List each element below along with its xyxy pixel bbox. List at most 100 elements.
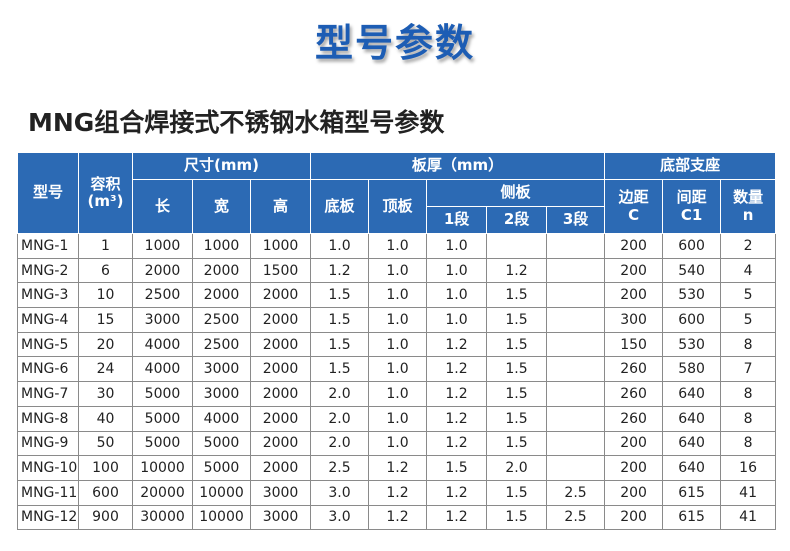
table-cell	[546, 430, 606, 457]
table-cell	[546, 356, 606, 383]
table-cell: 530	[662, 331, 722, 358]
table-cell: 1.2	[310, 257, 370, 284]
table-cell: 8	[720, 331, 777, 358]
table-cell: 1.5	[486, 430, 548, 457]
table-cell: 260	[604, 405, 664, 432]
table-cell: 1.5	[486, 405, 548, 432]
table-cell: 2.5	[546, 479, 606, 506]
table-cell: 615	[662, 479, 722, 506]
table-cell: 640	[662, 430, 722, 457]
table-cell	[546, 282, 606, 309]
table-row: MNG-5 20 4000 2500 2000 1.5 1.0 1.2 1.5 150 530 8	[17, 331, 777, 358]
table-cell: 4000	[132, 331, 193, 358]
table-cell: 1.0	[426, 257, 488, 284]
table-cell: 40	[78, 405, 133, 432]
table-cell: MNG-1	[17, 233, 79, 259]
table-cell: 2	[720, 233, 777, 259]
table-cell: 1.5	[310, 331, 370, 358]
table-cell	[546, 381, 606, 407]
header-cell: 侧板	[426, 179, 606, 207]
table-cell: 5000	[132, 405, 193, 432]
table-cell: 1.0	[368, 356, 428, 383]
table-cell: 3000	[249, 479, 312, 506]
table-cell: 2500	[192, 331, 251, 358]
table-cell: 1.5	[310, 307, 370, 333]
table-cell: 8	[720, 430, 777, 457]
table-cell: 10	[78, 282, 133, 309]
table-cell: 6	[78, 257, 133, 284]
table-cell: MNG-8	[17, 405, 79, 432]
table-cell: 2.0	[486, 455, 548, 481]
table-cell: 4000	[192, 405, 251, 432]
table-cell: 1.2	[426, 479, 488, 506]
table-cell: 2000	[249, 405, 312, 432]
table-row: MNG-6 24 4000 3000 2000 1.5 1.0 1.2 1.5 260 580 7	[17, 356, 777, 383]
table-cell: 1000	[249, 233, 312, 259]
spec-table: 型号 容积 (m³) 尺寸(mm) 板厚（mm） 底部支座 长 宽 高 底板 顶…	[17, 152, 777, 531]
table-cell: 1.0	[426, 282, 488, 309]
header-cell: 型号	[17, 152, 79, 234]
header-cell: 2段	[486, 206, 548, 234]
table-cell: 10000	[192, 504, 251, 531]
page-title: 型号参数	[314, 21, 475, 65]
table-cell: 200	[604, 233, 664, 259]
table-cell	[546, 405, 606, 432]
table-cell: 1.0	[368, 331, 428, 358]
table-cell	[546, 307, 606, 333]
table-cell	[546, 455, 606, 481]
table-cell: 1.2	[486, 257, 548, 284]
table-cell: 200	[604, 430, 664, 457]
table-cell: 3000	[192, 356, 251, 383]
table-cell: 41	[720, 504, 777, 531]
table-cell: 2.5	[310, 455, 370, 481]
table-cell: 1.5	[486, 381, 548, 407]
table-cell: 615	[662, 504, 722, 531]
table-cell: 4	[720, 257, 777, 284]
table-cell: 1.5	[486, 504, 548, 531]
table-cell: 1.0	[368, 430, 428, 457]
table-cell: 2.5	[546, 504, 606, 531]
header-cell: 底部支座	[604, 152, 777, 180]
header-cell: 板厚（mm）	[310, 152, 606, 180]
table-cell: 1.0	[368, 405, 428, 432]
table-row: MNG-8 40 5000 4000 2000 2.0 1.0 1.2 1.5 260 640 8	[17, 405, 777, 432]
table-cell: 5	[720, 307, 777, 333]
table-cell: 4000	[132, 356, 193, 383]
table-cell: 1.0	[310, 233, 370, 259]
table-cell: MNG-12	[17, 504, 79, 531]
table-cell: MNG-7	[17, 381, 79, 407]
table-row: MNG-7 30 5000 3000 2000 2.0 1.0 1.2 1.5 260 640 8	[17, 381, 777, 407]
table-cell: MNG-5	[17, 331, 79, 358]
table-cell: 2.0	[310, 430, 370, 457]
table-cell: 10000	[192, 479, 251, 506]
table-cell: 8	[720, 405, 777, 432]
table-cell: 1.0	[368, 257, 428, 284]
table-row: MNG-3 10 2500 2000 2000 1.5 1.0 1.0 1.5 200 530 5	[17, 282, 777, 309]
table-cell: 30	[78, 381, 133, 407]
table-cell: MNG-9	[17, 430, 79, 457]
table-cell: 1.2	[426, 331, 488, 358]
table-cell: 600	[78, 479, 133, 506]
table-cell: 530	[662, 282, 722, 309]
table-cell: MNG-4	[17, 307, 79, 333]
table-cell: 100	[78, 455, 133, 481]
table-cell: 1.5	[426, 455, 488, 481]
header-cell: 间距 C1	[662, 179, 722, 234]
table-cell	[546, 233, 606, 259]
table-cell: 900	[78, 504, 133, 531]
table-cell: 580	[662, 356, 722, 383]
table-cell: 1500	[249, 257, 312, 284]
table-cell: 50	[78, 430, 133, 457]
table-cell: 24	[78, 356, 133, 383]
table-cell: 1.5	[486, 282, 548, 309]
header-cell: 3段	[546, 206, 606, 234]
table-cell: 2000	[249, 356, 312, 383]
table-cell: 20	[78, 331, 133, 358]
table-cell: 1.2	[426, 405, 488, 432]
table-cell: 2.0	[310, 405, 370, 432]
table-cell	[546, 331, 606, 358]
table-cell: 1.2	[368, 479, 428, 506]
table-cell: 2000	[249, 307, 312, 333]
table-cell: 260	[604, 356, 664, 383]
